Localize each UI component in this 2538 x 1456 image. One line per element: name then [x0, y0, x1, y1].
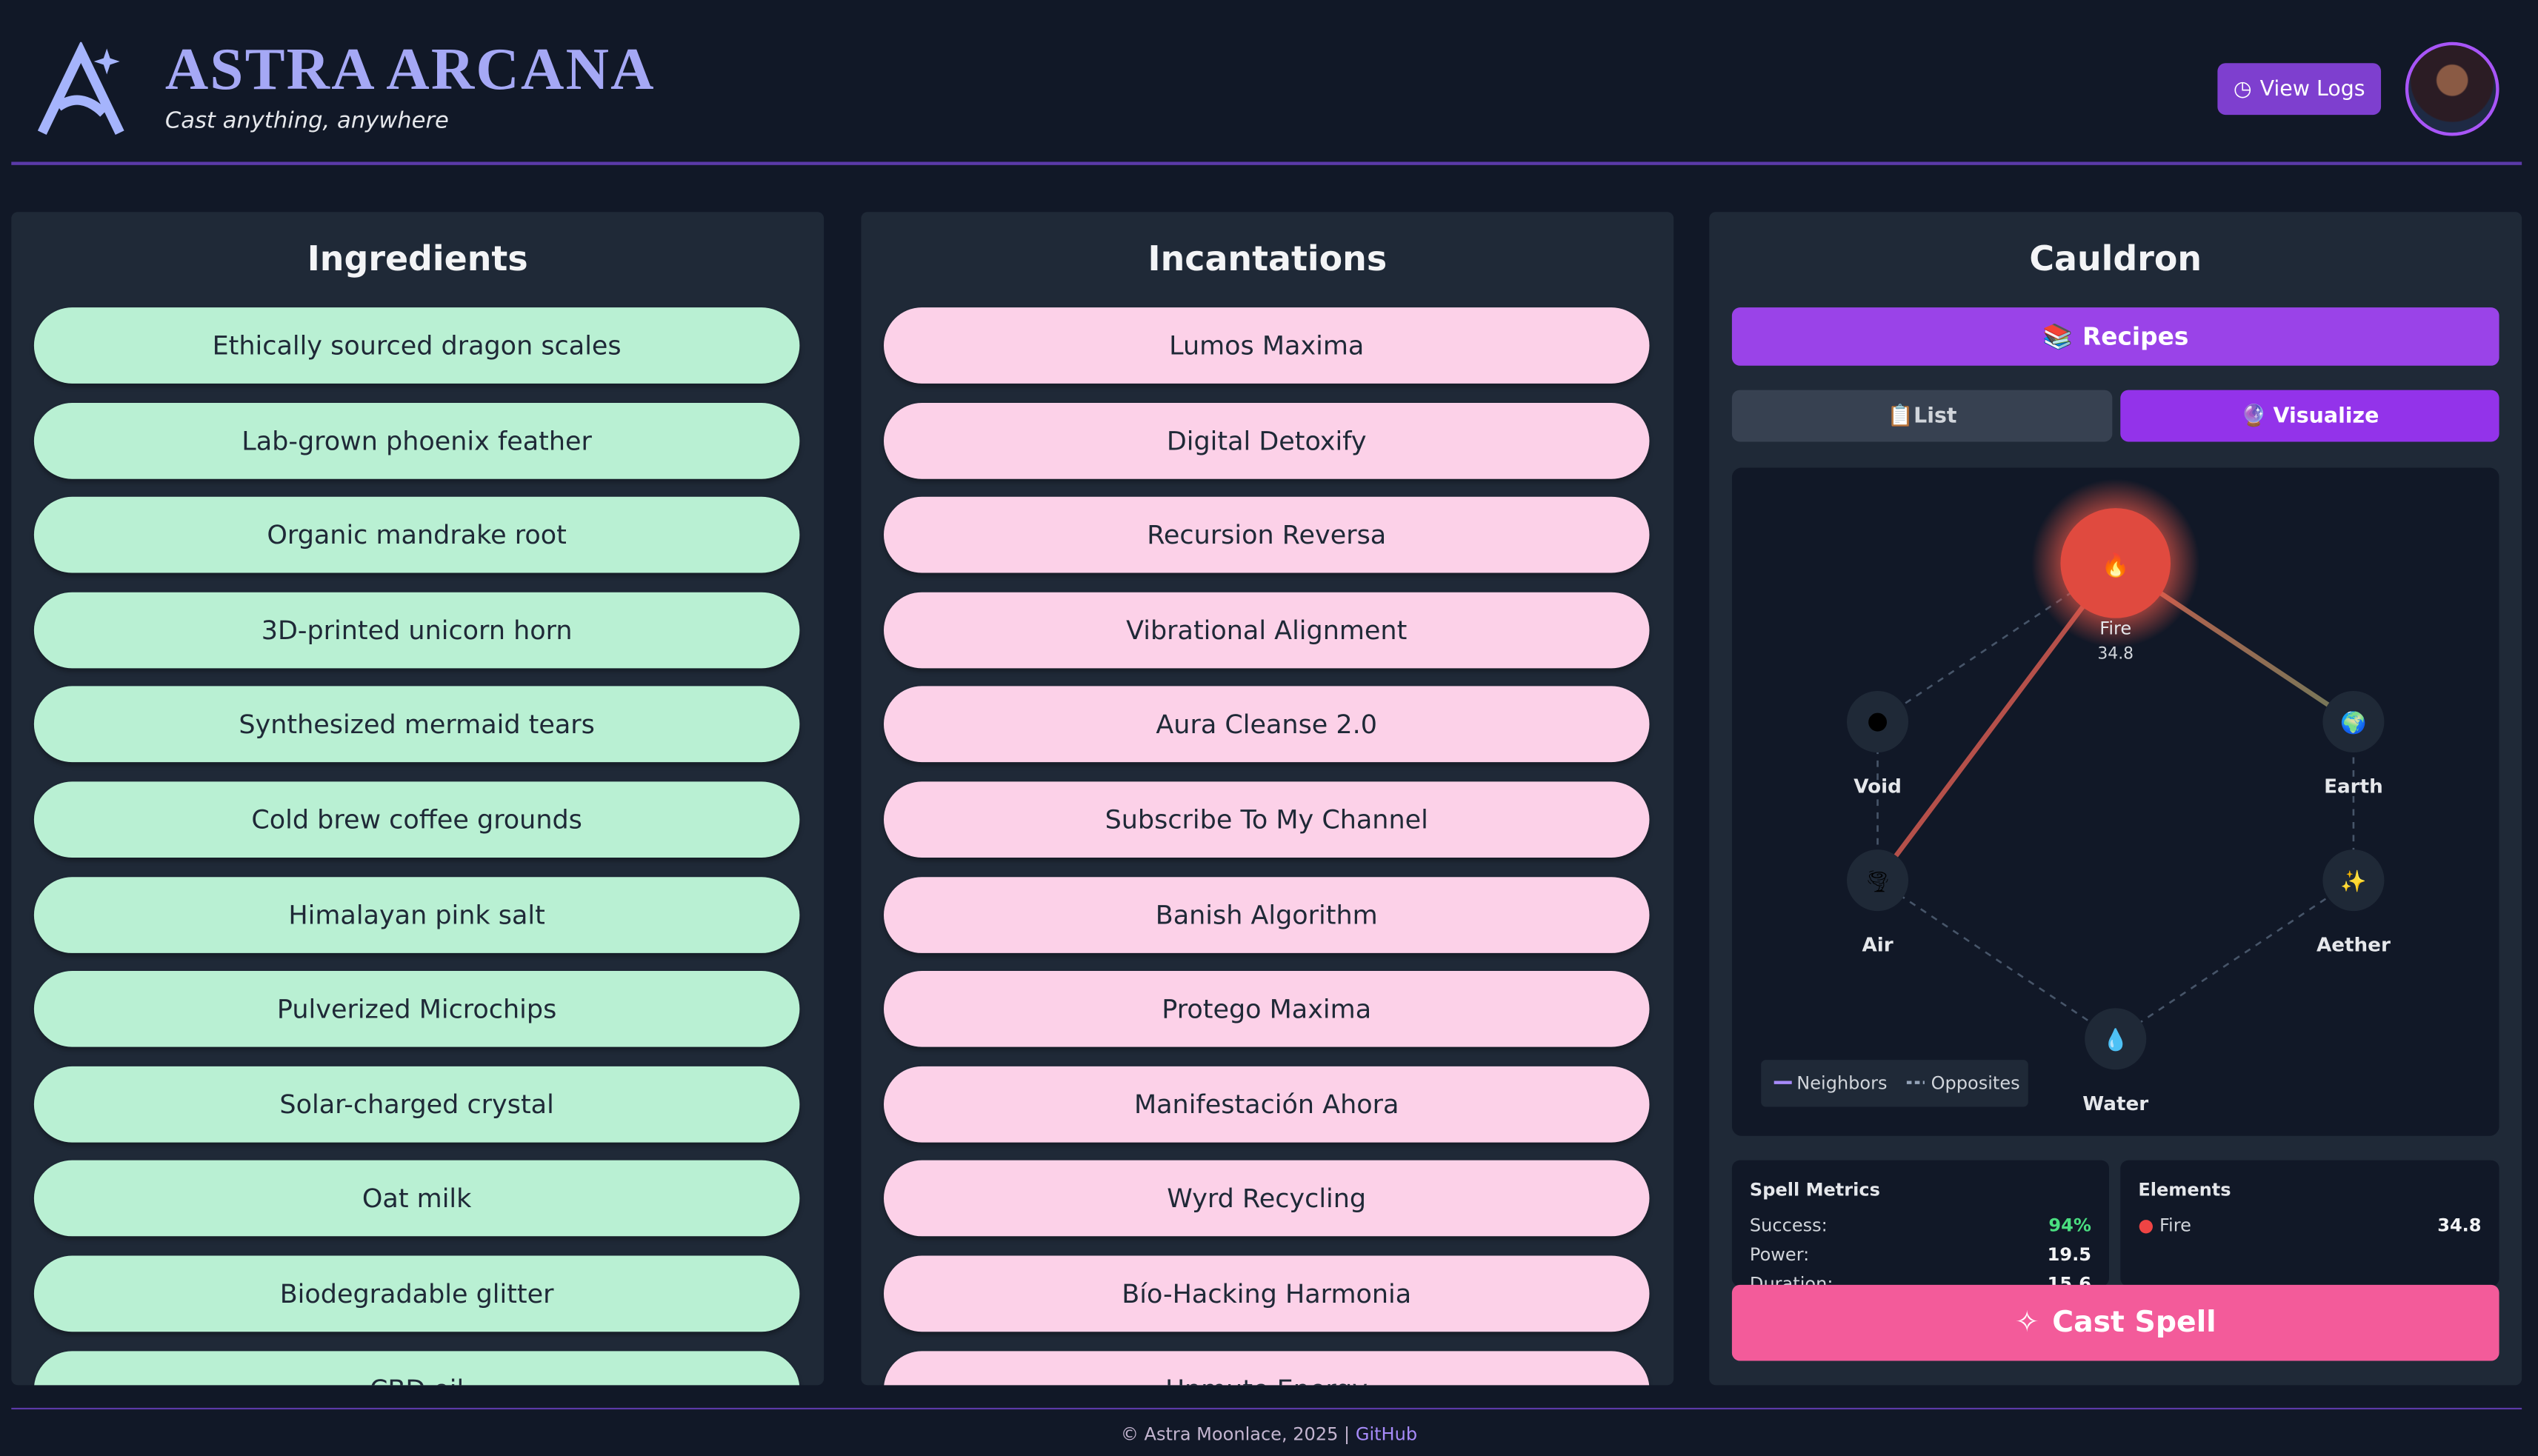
ingredient-item[interactable]: Biodegradable glitter	[33, 1255, 800, 1332]
ingredient-item[interactable]: Oat milk	[33, 1161, 800, 1238]
avatar[interactable]	[2405, 41, 2499, 136]
incantation-item[interactable]: Digital Detoxify	[883, 402, 1650, 478]
element-graph: 🔥 Fire 34.8 🌑 🌍🌪 ✨💧 Void Earth Air Aether …	[1731, 467, 2499, 1136]
svg-text:✨: ✨	[2340, 869, 2366, 894]
node-label: Aether	[2316, 935, 2391, 957]
view-logs-button[interactable]: ◷ View Logs	[2217, 63, 2382, 116]
nodes	[1847, 690, 2385, 1070]
svg-text:🔥: 🔥	[2102, 552, 2130, 578]
spell-metrics: Spell Metrics Success: 94% Power: 19.5 Durat…	[1731, 1160, 2109, 1287]
cast-label: Cast Spell	[2052, 1306, 2216, 1340]
incantation-item[interactable]: Banish Algorithm	[883, 876, 1650, 953]
incantation-item[interactable]: Aura Cleanse 2.0	[883, 687, 1650, 763]
ingredient-item[interactable]: Lab-grown phoenix feather	[33, 402, 800, 478]
metric-label: Power:	[1749, 1244, 1810, 1266]
footer: © Astra Moonlace, 2025 | GitHub	[0, 1424, 2538, 1445]
ingredient-item[interactable]: Organic mandrake root	[33, 497, 800, 573]
footer-text: © Astra Moonlace, 2025 |	[1120, 1423, 1350, 1446]
ingredient-item[interactable]: Himalayan pink salt	[33, 876, 800, 953]
tab-label: Visualize	[2273, 404, 2379, 428]
svg-text:🌍: 🌍	[2340, 710, 2366, 735]
svg-text:🌪: 🌪	[1865, 869, 1891, 894]
ingredient-item[interactable]: 3D-printed unicorn horn	[33, 592, 800, 668]
cast-spell-button[interactable]: ✧ Cast Spell	[1731, 1284, 2499, 1361]
incantations-panel: Incantations Lumos Maxima Digital Detoxif…	[861, 212, 1674, 1386]
recipes-label: Recipes	[2082, 321, 2189, 352]
ingredients-panel: Ingredients Ethically sourced dragon sca…	[11, 212, 825, 1386]
incantation-item[interactable]: Recursion Reversa	[883, 497, 1650, 573]
metric-label: ● Fire	[2138, 1215, 2191, 1237]
metric-label: Duration:	[1749, 1273, 1833, 1287]
view-logs-label: View Logs	[2259, 76, 2365, 101]
metric-value: 34.8	[2437, 1215, 2482, 1237]
metric-value: 15.6	[2047, 1273, 2091, 1287]
visualize-tab[interactable]: 🔮 Visualize	[2120, 390, 2499, 442]
metric-row: Duration: 15.6	[1750, 1274, 2091, 1286]
app-subtitle: Cast anything, anywhere	[164, 108, 449, 135]
svg-text:💧: 💧	[2102, 1028, 2128, 1052]
panel-title: Ingredients	[307, 239, 528, 278]
metric-row: Success: 94%	[1750, 1215, 2091, 1236]
metric-label: Success:	[1749, 1215, 1828, 1237]
legend-label: Opposites	[1931, 1072, 2020, 1093]
incantation-item[interactable]: Subscribe To My Channel	[883, 781, 1650, 858]
ingredient-item[interactable]: Solar-charged crystal	[33, 1066, 800, 1143]
footer-divider	[11, 1407, 2522, 1410]
incantation-item[interactable]: Wyrd Recycling	[883, 1161, 1650, 1238]
recipes-button[interactable]: 📚 Recipes	[1731, 307, 2499, 366]
incantation-item[interactable]: Manifestación Ahora	[883, 1066, 1650, 1143]
svg-text:🌑: 🌑	[1867, 710, 1889, 735]
ingredient-item[interactable]: Synthesized mermaid tears	[33, 687, 800, 763]
incantation-item[interactable]: Lumos Maxima	[883, 307, 1650, 384]
incantation-item[interactable]: Bío-Hacking Harmonia	[883, 1255, 1650, 1332]
ingredient-item[interactable]: Pulverized Microchips	[33, 971, 800, 1048]
cauldron-panel: Cauldron 📚 Recipes 📋 List 🔮 Visualize 🔥 Fir…	[1709, 212, 2522, 1386]
header-divider	[11, 161, 2522, 165]
box-title: Spell Metrics	[1749, 1179, 1880, 1201]
node-label: Void	[1853, 776, 1902, 798]
metric-value: 19.5	[2047, 1244, 2091, 1266]
incantation-item[interactable]: Vibrational Alignment	[883, 592, 1650, 668]
legend-label: Neighbors	[1796, 1072, 1887, 1093]
node-label: Fire	[2099, 618, 2131, 639]
node-label: Water	[2082, 1093, 2148, 1115]
github-link[interactable]: GitHub	[1355, 1423, 1418, 1446]
app-title: ASTRA ARCANA	[164, 37, 656, 104]
fire-node[interactable]	[2060, 508, 2171, 618]
panel-title: Incantations	[1148, 239, 1388, 278]
metric-row: ● Fire 34.8	[2138, 1215, 2481, 1236]
panel-title: Cauldron	[2029, 239, 2202, 278]
node-label: Earth	[2324, 776, 2383, 798]
elements-box: Elements ● Fire 34.8	[2120, 1160, 2499, 1287]
list-tab[interactable]: 📋 List	[1731, 390, 2113, 442]
ingredient-item[interactable]: CBD oil	[33, 1350, 800, 1386]
logo	[37, 41, 124, 136]
tab-label: List	[1914, 404, 1957, 428]
incantation-item[interactable]: Unmute Energy	[883, 1350, 1650, 1386]
ingredient-item[interactable]: Ethically sourced dragon scales	[33, 307, 800, 384]
node-value: 34.8	[2097, 644, 2134, 663]
incantation-item[interactable]: Protego Maxima	[883, 971, 1650, 1048]
node-label: Air	[1862, 935, 1893, 957]
metric-value: 94%	[2048, 1215, 2091, 1237]
metric-row: Power: 19.5	[1750, 1244, 2091, 1265]
box-title: Elements	[2138, 1179, 2231, 1201]
ingredient-item[interactable]: Cold brew coffee grounds	[33, 781, 800, 858]
